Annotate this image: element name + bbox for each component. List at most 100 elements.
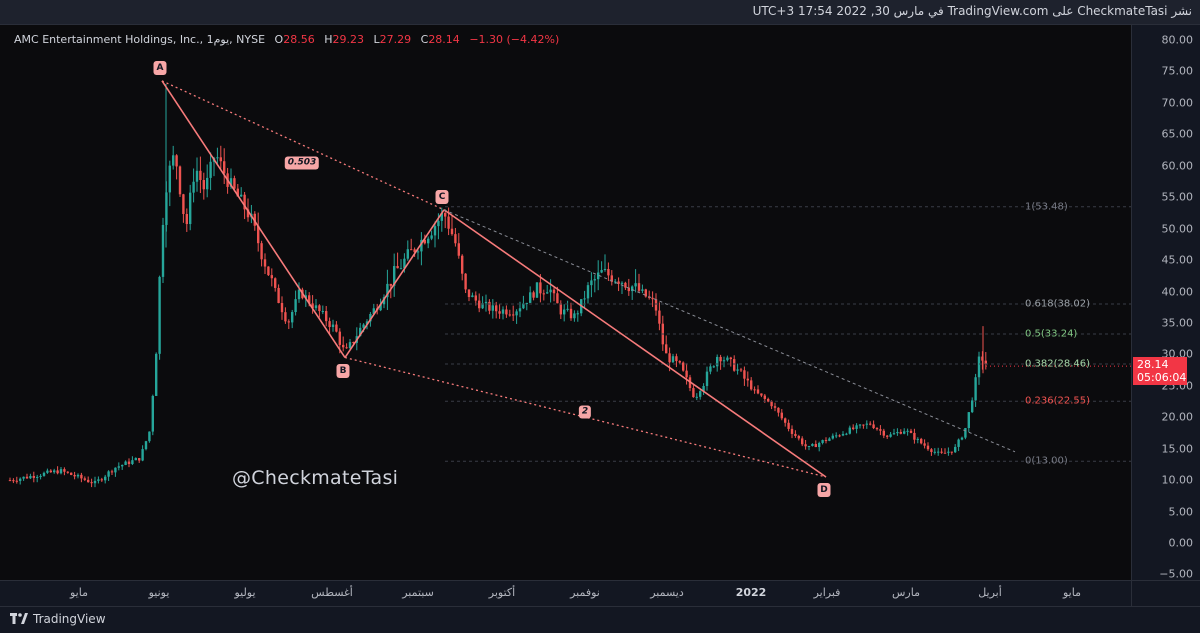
candle-body xyxy=(399,268,403,270)
candle-body xyxy=(70,472,73,475)
candle-body xyxy=(406,249,409,259)
candle-body xyxy=(107,471,110,477)
candle-body xyxy=(155,353,158,396)
candle-body xyxy=(872,424,875,429)
candle-body xyxy=(257,225,260,244)
candle-body xyxy=(236,188,239,197)
candle-body xyxy=(484,301,488,304)
candle-body xyxy=(726,357,729,361)
candle-body xyxy=(794,433,797,436)
pattern-point-c[interactable]: C xyxy=(435,189,449,204)
candle-body xyxy=(277,287,280,303)
candle-body xyxy=(488,301,491,311)
pattern-point-a[interactable]: A xyxy=(153,60,167,75)
candle-body xyxy=(525,302,528,304)
candle-body xyxy=(875,428,879,430)
author-watermark: @CheckmateTasi xyxy=(232,467,399,489)
candle-body xyxy=(654,299,658,311)
candle-body xyxy=(835,435,838,437)
candle-body xyxy=(535,282,539,298)
y-tick-label: 80.00 xyxy=(1161,33,1194,47)
candle-body xyxy=(539,282,542,294)
candle-body xyxy=(121,464,124,467)
symbol-name: AMC Entertainment Holdings, Inc., 1يوم, … xyxy=(14,33,266,46)
candle-body xyxy=(974,377,977,401)
candle-body xyxy=(685,370,688,378)
candle-body xyxy=(957,439,960,447)
candle-body xyxy=(141,449,144,461)
candle-body xyxy=(386,283,389,298)
candle-body xyxy=(284,312,287,322)
candle-body xyxy=(114,467,117,473)
candle-body xyxy=(15,480,18,482)
tradingview-logo[interactable]: TradingView xyxy=(10,612,106,626)
candle-body xyxy=(335,324,338,332)
candle-body xyxy=(97,479,100,481)
candle-body xyxy=(750,380,753,390)
candle-body xyxy=(219,157,222,162)
candle-body xyxy=(467,289,471,298)
pattern-point-b[interactable]: B xyxy=(336,363,350,378)
candle-body xyxy=(263,259,267,267)
candle-body xyxy=(233,178,236,189)
candle-body xyxy=(416,251,420,253)
x-tick-label: أبريل xyxy=(978,586,1002,599)
candle-body xyxy=(617,281,620,284)
candlestick-chart[interactable] xyxy=(0,25,1131,580)
candle-body xyxy=(607,268,610,276)
candle-body xyxy=(124,461,127,465)
candle-body xyxy=(675,356,678,362)
candle-body xyxy=(505,309,508,315)
candle-body xyxy=(304,295,307,299)
candle-body xyxy=(947,451,950,453)
candle-body xyxy=(668,353,671,363)
pattern-point-d[interactable]: D xyxy=(817,482,831,497)
candle-body xyxy=(546,292,549,294)
candle-body xyxy=(359,327,362,337)
candle-body xyxy=(937,451,940,453)
candle-body xyxy=(678,361,681,363)
low-value: 27.29 xyxy=(379,33,412,46)
candle-body xyxy=(906,430,909,432)
candle-body xyxy=(56,470,59,474)
candle-body xyxy=(954,446,957,453)
high-label: H xyxy=(324,33,333,46)
last-price: 28.14 xyxy=(1137,358,1169,371)
candle-body xyxy=(811,443,814,446)
candle-body xyxy=(318,305,321,312)
candle-body xyxy=(573,313,576,319)
candle-body xyxy=(518,308,522,312)
candle-body xyxy=(943,452,947,454)
open-value: 28.56 xyxy=(283,33,315,46)
candle-body xyxy=(777,407,780,413)
candle-body xyxy=(597,272,600,280)
candle-body xyxy=(508,314,511,316)
pattern-line-ac xyxy=(161,80,445,211)
candle-body xyxy=(474,295,477,301)
candle-body xyxy=(314,305,318,309)
candle-body xyxy=(787,422,790,429)
candle-body xyxy=(733,359,736,371)
time-axis[interactable]: مايو يونيو يوليو أغسطس سبتمبر أكتوبر نوفمبر ديس… xyxy=(0,580,1131,607)
y-tick-label: 10.00 xyxy=(1161,473,1194,487)
candle-body xyxy=(692,388,695,398)
price-axis[interactable]: 80.00 75.00 70.00 65.00 60.00 55.00 50.00 45.00… xyxy=(1131,25,1200,581)
candle-body xyxy=(828,438,831,441)
candle-body xyxy=(352,342,355,344)
candle-body xyxy=(481,303,484,309)
candle-body xyxy=(603,268,607,271)
publish-bar: نشر CheckmateTasi على TradingView.com في… xyxy=(0,0,1200,25)
candle-body xyxy=(93,480,97,484)
candle-body xyxy=(818,442,821,448)
price-chart-pane[interactable]: AMC Entertainment Holdings, Inc., 1يوم, … xyxy=(0,25,1131,580)
x-tick-label: يونيو xyxy=(148,586,170,599)
candle-body xyxy=(814,443,817,448)
candle-body xyxy=(491,305,494,311)
candle-body xyxy=(199,170,202,181)
candle-body xyxy=(920,438,923,444)
y-tick-label: 40.00 xyxy=(1161,285,1194,298)
candle-body xyxy=(185,213,188,225)
candle-body xyxy=(709,366,712,372)
candle-body xyxy=(903,431,906,434)
